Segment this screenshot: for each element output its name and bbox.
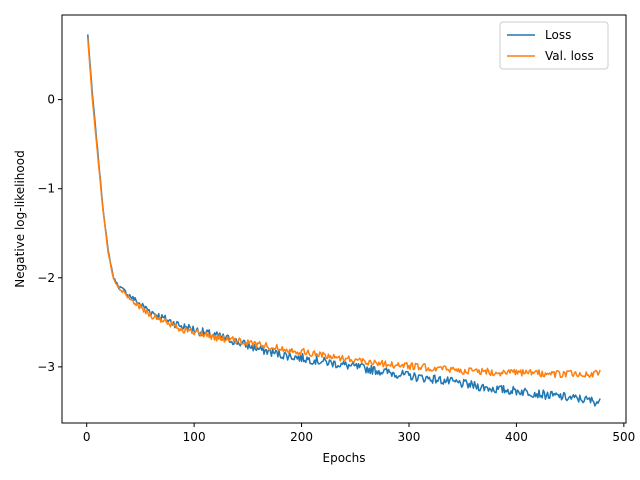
legend-box <box>499 21 609 70</box>
x-axis-label: Epochs <box>323 451 366 465</box>
legend-label: Loss <box>545 28 571 42</box>
legend: Loss Val. loss <box>499 21 609 70</box>
x-tick-label: 0 <box>83 430 91 444</box>
x-tick-label: 100 <box>183 430 206 444</box>
y-tick-label: −1 <box>37 182 55 196</box>
y-tick-label: 0 <box>47 93 55 107</box>
x-tick-label: 200 <box>290 430 313 444</box>
y-tick-label: −2 <box>37 271 55 285</box>
series-line-val-loss <box>87 38 601 379</box>
legend-label: Val. loss <box>545 49 594 63</box>
x-tick-label: 400 <box>505 430 528 444</box>
y-tick-label: −3 <box>37 360 55 374</box>
y-axis-label: Negative log-likelihood <box>13 150 27 287</box>
x-tick-label: 300 <box>398 430 421 444</box>
x-tick-label: 500 <box>612 430 635 444</box>
plot-frame <box>61 14 627 424</box>
